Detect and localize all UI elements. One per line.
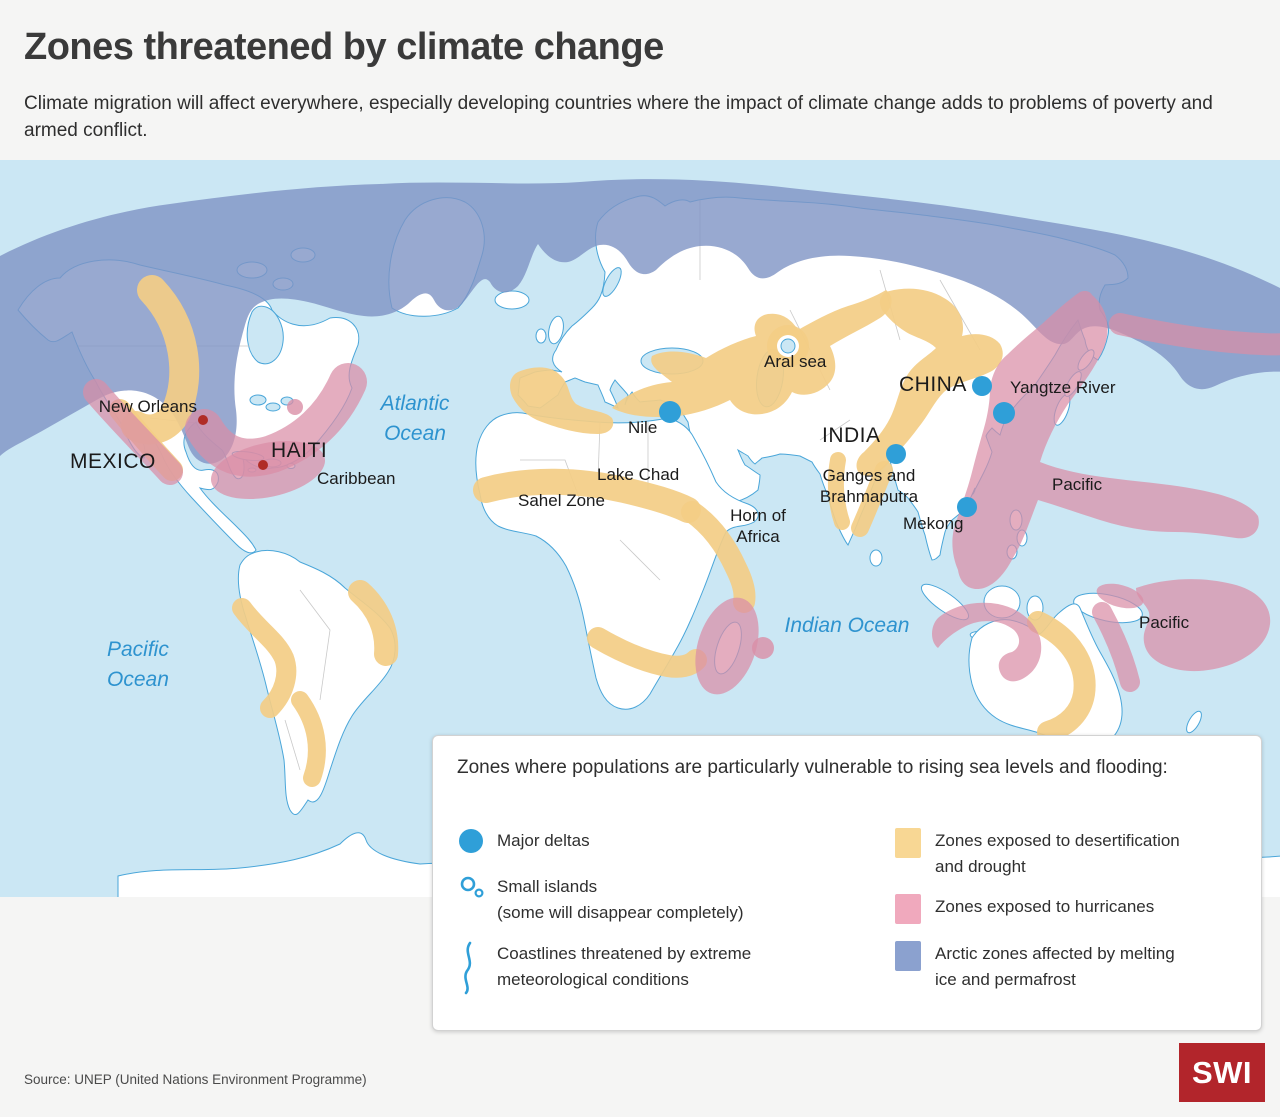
desert-zone-china [856, 288, 1003, 476]
baltic-sea [602, 267, 622, 297]
desert-zone-australia [1027, 611, 1096, 743]
map-label: INDIA [822, 424, 881, 447]
legend-label: Zones exposed to desertification and dro… [935, 831, 1180, 876]
small-islands-icon [459, 874, 493, 902]
map-label: Horn of Africa [730, 506, 786, 546]
legend-title: Zones where populations are particularly… [457, 757, 1168, 778]
hurricane-spot-markers [287, 399, 774, 659]
map-label: Caribbean [317, 469, 395, 488]
hurricane-zone-madagascar [695, 597, 759, 695]
great-britain [548, 315, 564, 345]
hurricane-zone-east-asia [952, 291, 1259, 590]
yangtze-delta-north [972, 376, 992, 396]
new-zealand-north [1186, 710, 1202, 734]
map-label: HAITI [271, 439, 327, 462]
aral-sea [780, 338, 796, 354]
map-label: Atlantic Ocean [379, 392, 450, 445]
map-labels: New Orleans MEXICO HAITI Caribbean Atlantic O… [70, 352, 1190, 691]
desert-zone-horn-of-africa [681, 501, 756, 613]
arctic-zone [0, 179, 1280, 464]
hurricane-zones [83, 291, 1280, 695]
mauritius-zone [752, 637, 774, 659]
hurricane-zone-northeast-arm [1109, 313, 1280, 356]
map-label: Pacific [1139, 613, 1190, 632]
great-lakes [265, 402, 281, 412]
legend-label: Coastlines threatened by extreme meteoro… [497, 944, 752, 989]
desert-zone-sahel [473, 468, 701, 523]
legend-label: Arctic zones affected by melting ice and… [935, 944, 1175, 989]
map-label: Mekong [903, 514, 963, 533]
desert-zone-north-america [121, 275, 200, 445]
hurricane-zone-pacific-islands [1136, 579, 1271, 672]
hurricane-zone-new-guinea [1096, 583, 1144, 609]
legend-label: Zones exposed to hurricanes [935, 897, 1155, 916]
iceland [494, 290, 530, 310]
page-title: Zones threatened by climate change [24, 26, 664, 68]
sri-lanka [869, 549, 883, 567]
legend-item-coastlines: Coastlines threatened by extreme meteoro… [459, 941, 751, 995]
desert-zone-india-west [827, 452, 850, 530]
desertification-zones [109, 275, 1096, 787]
arctic-swatch [895, 941, 921, 971]
desert-zone-central-asia [612, 290, 892, 418]
map-label: Lake Chad [597, 465, 679, 484]
map-label: New Orleans [99, 397, 197, 416]
delta-markers [659, 376, 1015, 517]
desert-zone-india-east [851, 461, 893, 537]
map-label: Ganges and Brahmaputra [820, 466, 919, 506]
desert-zone-brazil [348, 580, 399, 666]
desert-zone-iberia-maghreb [510, 367, 614, 434]
bermuda-zone [287, 399, 303, 415]
world-map: New Orleans MEXICO HAITI Caribbean Atlantic O… [0, 160, 1280, 897]
desert-zone-andes [232, 598, 297, 718]
map-label: Pacific [1052, 475, 1103, 494]
legend-item-hurricanes: Zones exposed to hurricanes [895, 894, 1154, 924]
hurricane-swatch [895, 894, 921, 924]
map-label: Sahel Zone [518, 491, 605, 510]
swi-logo: SWI [1179, 1043, 1265, 1102]
hurricane-zone-nw-australia [932, 602, 1042, 682]
map-label: Pacific Ocean [107, 638, 169, 691]
major-delta-icon [459, 828, 493, 853]
desert-zone-southern-africa [587, 627, 707, 678]
legend-item-small-islands: Small islands (some will disappear compl… [459, 874, 744, 926]
ganges-brahmaputra-delta [886, 444, 906, 464]
map-label: Yangtze River [1010, 378, 1116, 397]
legend-label: Small islands (some will disappear compl… [497, 877, 744, 922]
page-subtitle: Climate migration will affect everywhere… [24, 93, 1213, 141]
legend-item-arctic: Arctic zones affected by melting ice and… [895, 941, 1175, 993]
legend-item-desertification: Zones exposed to desertification and dro… [895, 828, 1180, 880]
great-lakes [249, 394, 267, 406]
map-label: MEXICO [70, 450, 156, 473]
new-orleans-marker [198, 415, 208, 425]
legend-box: Zones where populations are particularly… [432, 735, 1262, 1031]
map-label: Aral sea [764, 352, 827, 371]
map-label: Nile [628, 418, 657, 437]
desert-zone-argentina [291, 691, 326, 787]
nile-delta [659, 401, 681, 423]
desertification-swatch [895, 828, 921, 858]
map-label: Indian Ocean [785, 614, 910, 637]
haiti-marker [258, 460, 268, 470]
coastline-wave-icon [459, 941, 493, 995]
legend-item-major-deltas: Major deltas [459, 828, 590, 854]
yangtze-delta-south [993, 402, 1015, 424]
ireland [535, 328, 547, 344]
legend-label: Major deltas [497, 831, 590, 850]
header: Zones threatened by climate change Clima… [0, 0, 1280, 160]
hurricane-zone-baja [83, 379, 183, 485]
mekong-delta [957, 497, 977, 517]
hurricane-zone-caribbean [210, 440, 326, 500]
world-map-svg: New Orleans MEXICO HAITI Caribbean Atlantic O… [0, 179, 1280, 897]
hudson-bay [246, 305, 284, 365]
map-label: CHINA [899, 373, 967, 396]
hurricane-zone-east-australia [1092, 602, 1140, 692]
source-credit: Source: UNEP (United Nations Environment… [24, 1072, 367, 1087]
city-markers [198, 415, 268, 470]
